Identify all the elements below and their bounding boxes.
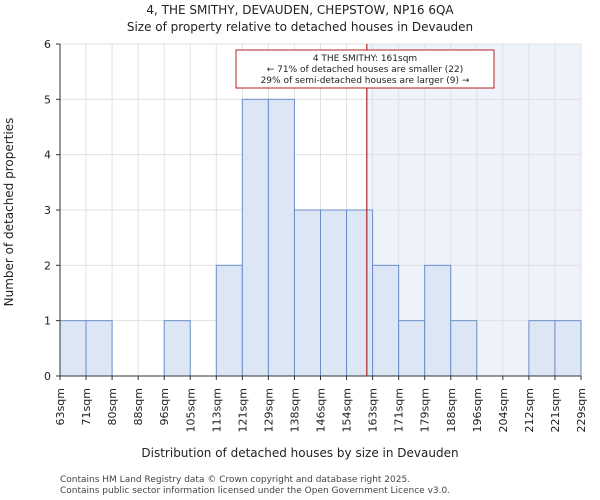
plot-area: 0 1 2 3 4 5 6 63sqm 71sqm 80sqm 88sqm 96sqm 105sqm 11… <box>44 38 588 432</box>
x-tick-label: 88sqm <box>132 388 145 425</box>
bar <box>320 209 348 377</box>
bar <box>554 320 582 377</box>
chart-title: 4, THE SMITHY, DEVAUDEN, CHEPSTOW, NP16 … <box>146 3 454 17</box>
y-tick-label: 3 <box>44 204 51 217</box>
x-tick-label: 138sqm <box>288 388 301 432</box>
bar <box>372 264 400 377</box>
y-tick-label: 6 <box>44 38 51 51</box>
bar <box>85 320 113 377</box>
x-tick-label: 196sqm <box>471 388 484 432</box>
bar <box>398 320 426 377</box>
bar <box>241 98 269 377</box>
annotation-box <box>235 49 495 89</box>
x-tick-label: 63sqm <box>54 388 67 425</box>
bar <box>293 209 322 377</box>
x-tick-label: 113sqm <box>210 388 223 432</box>
y-tick-label: 1 <box>44 315 51 328</box>
x-tick-label: 179sqm <box>419 388 432 432</box>
x-tick-label: 121sqm <box>236 388 249 432</box>
x-tick-label: 80sqm <box>106 388 119 425</box>
x-tick-label: 229sqm <box>575 388 588 432</box>
x-tick-label: 221sqm <box>549 388 562 432</box>
bar <box>59 320 87 377</box>
x-tick-label: 105sqm <box>184 388 197 432</box>
annotation-text: 29% of semi-detached houses are larger (… <box>261 76 470 86</box>
x-axis-label: Distribution of detached houses by size … <box>141 446 458 460</box>
x-tick-label: 154sqm <box>341 388 354 432</box>
bar <box>528 320 556 377</box>
bar <box>346 209 374 377</box>
y-tick-label: 0 <box>44 370 51 383</box>
x-tick-label: 171sqm <box>393 388 406 432</box>
y-tick-label: 4 <box>44 149 51 162</box>
x-tick-label: 188sqm <box>445 388 458 432</box>
bar <box>424 264 452 377</box>
x-tick-label: 129sqm <box>262 388 275 432</box>
annotation-text: ← 71% of detached houses are smaller (22… <box>267 65 464 75</box>
x-tick-label: 163sqm <box>367 388 380 432</box>
bar <box>267 98 295 377</box>
y-axis-label: Number of detached properties <box>2 118 16 307</box>
y-tick-label: 5 <box>44 93 51 106</box>
bar <box>450 320 478 377</box>
x-tick-label: 212sqm <box>523 388 536 432</box>
x-tick-label: 71sqm <box>80 388 93 425</box>
x-tick-label: 96sqm <box>158 388 171 425</box>
footer-line-2: Contains public sector information licen… <box>60 486 450 496</box>
x-tick-label: 204sqm <box>497 388 510 432</box>
bar <box>163 320 191 377</box>
chart-subtitle: Size of property relative to detached ho… <box>127 20 473 34</box>
footer-line-1: Contains HM Land Registry data © Crown c… <box>60 475 410 485</box>
bar <box>215 264 243 377</box>
annotation-text: 4 THE SMITHY: 161sqm <box>313 54 417 64</box>
y-tick-label: 2 <box>44 259 51 272</box>
x-tick-label: 146sqm <box>315 388 328 432</box>
